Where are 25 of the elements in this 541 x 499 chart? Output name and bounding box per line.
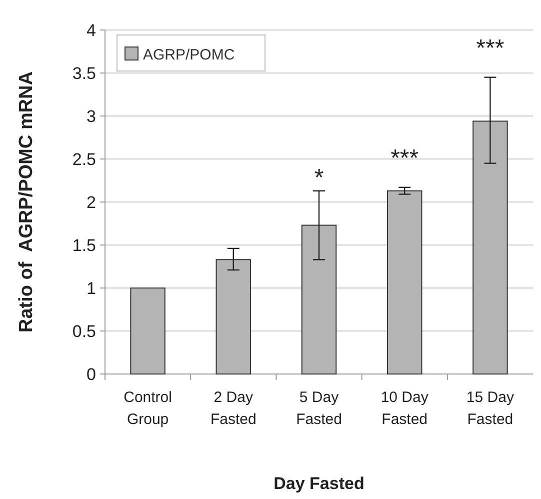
annotation: ***: [476, 35, 504, 62]
y-tick-label: 2.5: [72, 150, 96, 169]
y-tick-label: 3: [86, 106, 96, 126]
x-tick-label: 15 Day Fasted: [466, 389, 514, 428]
bar: [386, 190, 422, 374]
bar: [472, 120, 508, 374]
annotation: ***: [390, 145, 419, 172]
legend-label: AGRP/POMC: [143, 46, 235, 64]
x-tick-label: Control Group: [124, 389, 172, 428]
y-tick-label: 0.5: [72, 322, 96, 341]
bar: [301, 224, 337, 374]
y-tick-label: 1.5: [72, 236, 96, 255]
x-tick-label: 5 Day Fasted: [296, 389, 342, 428]
x-tick-label: 2 Day Fasted: [210, 389, 256, 428]
y-tick-label: 2: [86, 192, 96, 212]
y-tick-label: 1: [86, 278, 96, 298]
x-tick-label: 10 Day Fasted: [380, 389, 429, 428]
y-tick-label: 0: [86, 364, 96, 384]
x-axis-title: Day Fasted: [274, 474, 364, 493]
annotation: *: [314, 164, 324, 192]
y-axis-title: Ratio of AGRP/POMC mRNA: [16, 71, 37, 333]
y-tick-label: 4: [86, 20, 96, 40]
y-tick-label: 3.5: [72, 64, 96, 83]
bar: [130, 288, 166, 374]
bar: [216, 259, 252, 374]
